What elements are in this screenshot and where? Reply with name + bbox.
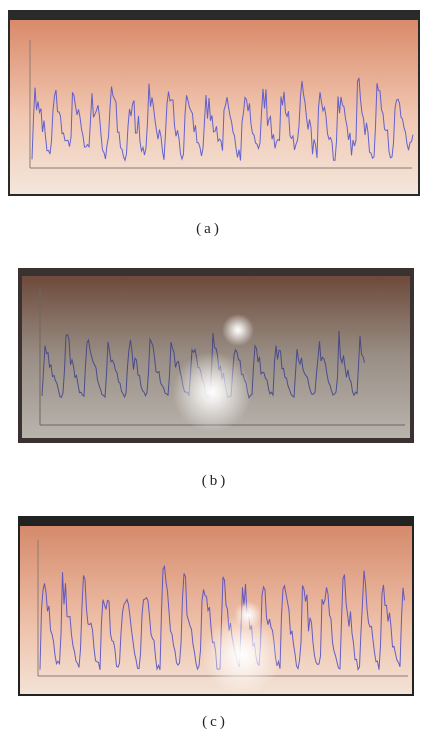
glare xyxy=(202,615,282,695)
waveform xyxy=(31,77,414,162)
glare xyxy=(172,352,252,432)
panel-label: (c) xyxy=(202,714,228,730)
panel-label: (b) xyxy=(202,473,229,489)
panel-a: (a) xyxy=(8,10,420,237)
glare xyxy=(222,314,254,346)
glare xyxy=(234,601,262,629)
panel-label: (a) xyxy=(196,221,222,237)
panel-b: (b) xyxy=(18,268,414,489)
screen xyxy=(10,20,418,194)
waveform xyxy=(39,564,405,671)
panel-c: (c) xyxy=(18,516,414,730)
